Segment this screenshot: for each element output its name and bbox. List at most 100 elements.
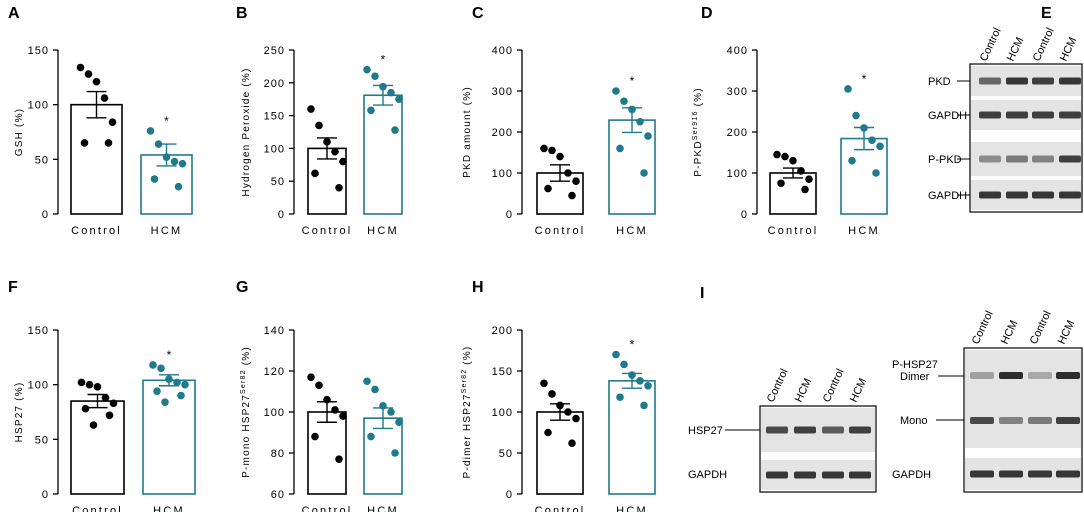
blot-row-label: P-PKD bbox=[928, 154, 962, 166]
y-tick-label: 200 bbox=[492, 127, 513, 139]
blot-row-gapdh bbox=[761, 460, 875, 490]
data-point bbox=[153, 387, 161, 396]
data-point bbox=[331, 147, 339, 156]
blot-row-gapdh bbox=[971, 180, 1081, 210]
y-axis-label-sup: Ser82 bbox=[461, 369, 468, 394]
x-tick-label: Control bbox=[535, 225, 586, 237]
blot-band bbox=[1028, 417, 1052, 424]
panel-label-B: B bbox=[236, 5, 248, 22]
x-tick-label: Control bbox=[72, 505, 123, 512]
significance-marker: * bbox=[862, 72, 867, 86]
bar-control bbox=[70, 400, 125, 495]
x-tick-label: Control bbox=[302, 225, 353, 237]
data-point bbox=[89, 421, 98, 429]
blot-band bbox=[1032, 155, 1054, 163]
data-point bbox=[544, 428, 552, 437]
data-point bbox=[76, 63, 85, 72]
data-point bbox=[540, 144, 548, 153]
y-axis-label-sup: Ser82 bbox=[240, 369, 247, 394]
data-point bbox=[178, 159, 187, 168]
data-point bbox=[105, 411, 114, 420]
data-point bbox=[616, 144, 624, 153]
blot-row-p-pkd bbox=[971, 142, 1081, 176]
y-tick-label: 200 bbox=[727, 127, 748, 139]
y-axis-label: P-mono HSP27Ser82 (%) bbox=[240, 346, 252, 478]
y-tick-label: 0 bbox=[278, 209, 285, 221]
data-point bbox=[636, 377, 644, 385]
blot-row-label: GAPDH bbox=[688, 469, 727, 481]
panel-label-D: D bbox=[701, 5, 713, 22]
blot-band bbox=[1028, 470, 1052, 478]
chart-panel-F: F 0 50 100 150 HSP27 (%) Control HCM * bbox=[8, 279, 196, 512]
lane-label: Control bbox=[978, 26, 1004, 63]
data-point bbox=[640, 401, 648, 410]
data-point bbox=[307, 105, 315, 113]
data-point bbox=[395, 95, 403, 103]
data-point bbox=[100, 94, 109, 102]
data-point bbox=[872, 169, 880, 177]
data-point bbox=[620, 97, 628, 106]
y-tick-label: 300 bbox=[727, 86, 748, 98]
chart-panel-D: D 0 100 200 300 400 P-PKDSer916 (%) Control HCM * bbox=[692, 5, 888, 237]
y-tick-label: 80 bbox=[271, 448, 285, 460]
x-tick-label: Control bbox=[535, 505, 586, 512]
data-point bbox=[391, 126, 399, 134]
blot-title: P-HSP27 bbox=[892, 359, 938, 371]
lane-label: HCM bbox=[848, 376, 869, 404]
blot-row-label: Dimer bbox=[900, 371, 930, 383]
data-point bbox=[852, 111, 860, 120]
blot-band bbox=[1056, 372, 1080, 379]
y-tick-label: 60 bbox=[271, 489, 285, 501]
data-point bbox=[644, 381, 652, 390]
data-point bbox=[568, 191, 576, 200]
blot-band bbox=[1059, 155, 1081, 163]
panel-label-A: A bbox=[8, 5, 20, 22]
blot-band bbox=[766, 426, 788, 434]
y-tick-label: 200 bbox=[264, 78, 285, 90]
data-point bbox=[104, 139, 113, 147]
blot-band bbox=[822, 471, 844, 479]
data-point bbox=[644, 132, 652, 140]
data-point bbox=[556, 401, 564, 410]
y-axis-label-main: P-mono HSP27 bbox=[241, 394, 252, 478]
y-tick-label: 300 bbox=[492, 86, 513, 98]
significance-marker: * bbox=[164, 114, 169, 128]
y-tick-label: 200 bbox=[492, 325, 513, 337]
blot-row-label: GAPDH bbox=[892, 469, 931, 481]
data-point bbox=[311, 169, 319, 178]
x-tick-label: HCM bbox=[848, 225, 880, 237]
y-tick-label: 150 bbox=[492, 366, 513, 378]
bar-control bbox=[307, 411, 347, 495]
data-point bbox=[307, 373, 315, 381]
lane-label: Control bbox=[970, 309, 996, 346]
chart-panel-G: G 60 80 100 120 140 P-mono HSP27Ser82 (%) Contr… bbox=[236, 279, 403, 512]
blot-row-label: GAPDH bbox=[928, 190, 967, 202]
data-point bbox=[636, 117, 644, 126]
significance-marker: * bbox=[630, 338, 635, 352]
data-point bbox=[323, 395, 331, 404]
data-point bbox=[548, 390, 556, 398]
y-axis-label-unit: (%) bbox=[462, 346, 473, 369]
blot-band bbox=[999, 417, 1023, 424]
blot-row-gapdh bbox=[971, 100, 1081, 130]
lane-label: HCM bbox=[793, 376, 814, 404]
y-tick-label: 400 bbox=[492, 45, 513, 57]
data-point bbox=[81, 404, 90, 413]
data-point bbox=[367, 106, 375, 115]
data-point bbox=[612, 350, 620, 359]
data-point bbox=[556, 152, 564, 161]
blot-row-pkd bbox=[971, 66, 1081, 96]
panel-label-C: C bbox=[472, 5, 484, 22]
data-point bbox=[628, 105, 636, 114]
data-point bbox=[177, 391, 185, 400]
bar-control bbox=[536, 411, 584, 495]
y-tick-label: 120 bbox=[264, 366, 285, 378]
data-point bbox=[93, 383, 102, 391]
lane-label: Control bbox=[1028, 309, 1054, 346]
y-axis-label-main: P-dimer HSP27 bbox=[462, 393, 473, 478]
data-point bbox=[868, 136, 876, 144]
y-tick-label: 150 bbox=[264, 111, 285, 123]
data-point bbox=[789, 156, 797, 165]
data-point bbox=[150, 175, 159, 183]
